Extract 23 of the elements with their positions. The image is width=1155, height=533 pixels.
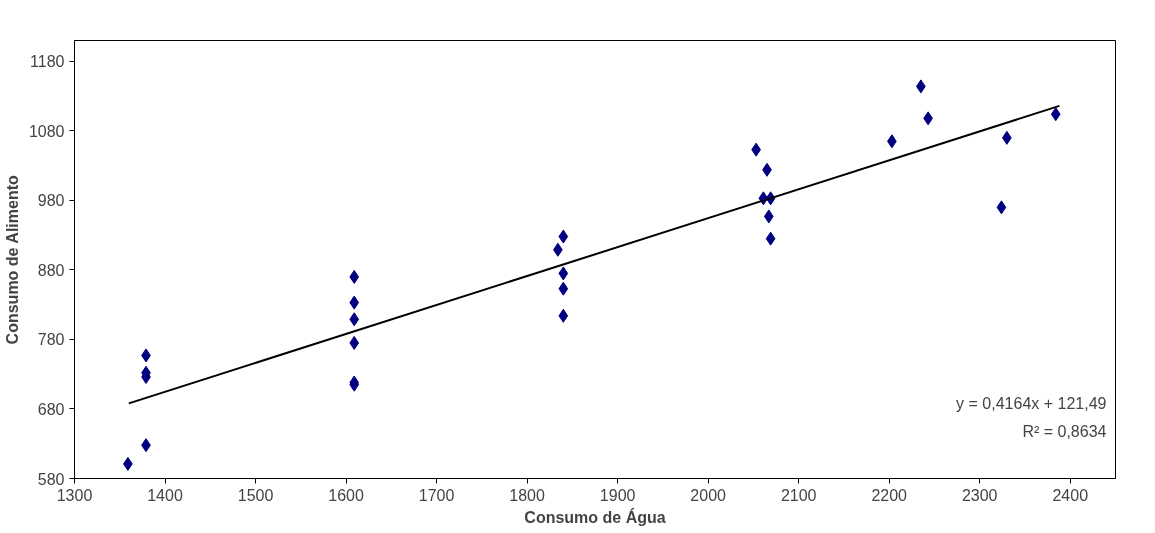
x-tick-label: 2400 (1052, 486, 1089, 504)
x-tick-label: 1700 (418, 486, 455, 504)
x-axis-title: Consumo de Água (524, 507, 666, 526)
y-tick-label: 580 (37, 470, 65, 488)
y-tick-label: 1080 (28, 122, 65, 140)
y-tick-label: 980 (37, 192, 65, 210)
y-tick-label: 680 (37, 400, 65, 418)
annotation: y = 0,4164x + 121,49 (956, 395, 1107, 413)
x-tick-label: 2300 (961, 486, 998, 504)
y-tick-label: 780 (37, 331, 65, 349)
y-axis-title: Consumo de Alimento (3, 174, 21, 345)
x-tick-label: 1500 (237, 486, 274, 504)
y-tick-label: 1180 (30, 53, 65, 71)
x-tick-label: 1900 (599, 486, 636, 504)
x-tick-label: 1300 (56, 486, 93, 504)
y-tick-label: 880 (37, 261, 65, 279)
x-tick-label: 1800 (509, 486, 546, 504)
x-tick-label: 2000 (690, 486, 727, 504)
x-tick-label: 1600 (328, 486, 364, 504)
x-tick-label: 1400 (147, 486, 183, 504)
x-tick-label: 2100 (780, 486, 817, 504)
annotation: R² = 0,8634 (1022, 423, 1107, 441)
x-tick-label: 2200 (871, 486, 908, 504)
